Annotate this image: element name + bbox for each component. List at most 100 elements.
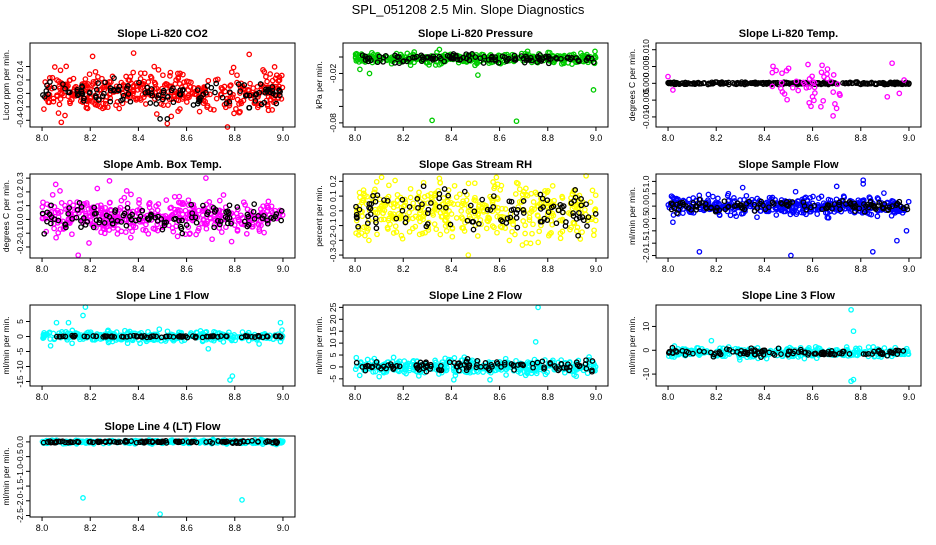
x-tick-label: 8.2 xyxy=(397,133,410,143)
data-point xyxy=(716,196,720,200)
chart-title: Slope Line 3 Flow xyxy=(742,290,835,302)
data-point xyxy=(907,200,911,204)
data-point xyxy=(379,175,383,179)
data-point xyxy=(796,88,800,92)
y-tick-label: 5 xyxy=(328,352,338,357)
y-tick-label: -0.1 xyxy=(328,218,338,233)
data-point xyxy=(411,201,415,205)
data-point xyxy=(466,253,470,257)
data-point xyxy=(530,232,534,236)
data-point xyxy=(592,233,596,237)
data-point xyxy=(537,229,541,233)
data-point xyxy=(245,232,249,236)
y-tick-label: 0.0 xyxy=(641,200,651,212)
x-tick-label: 8.8 xyxy=(229,392,242,402)
data-point xyxy=(485,226,489,230)
x-tick-label: 8.8 xyxy=(229,133,242,143)
data-point xyxy=(58,189,62,193)
y-tick-label: 25 xyxy=(328,302,338,312)
x-tick-label: 8.4 xyxy=(445,264,458,274)
data-point xyxy=(57,102,61,106)
data-point xyxy=(146,330,150,334)
chart-title: Slope Li-820 Pressure xyxy=(418,28,533,40)
y-tick-label: 10 xyxy=(328,338,338,348)
data-point xyxy=(458,192,462,196)
x-tick-label: 8.6 xyxy=(180,133,193,143)
data-point xyxy=(129,235,133,239)
data-point xyxy=(819,70,823,74)
x-tick-label: 8.4 xyxy=(445,392,458,402)
x-tick-label: 8.8 xyxy=(855,392,868,402)
y-tick-label: -0.08 xyxy=(328,113,338,133)
data-point xyxy=(466,181,470,185)
data-point xyxy=(821,99,825,103)
data-point xyxy=(459,209,463,213)
y-tick-label: 0.1 xyxy=(328,190,338,202)
data-point xyxy=(70,232,74,236)
y-tick-label: 0.3 xyxy=(15,172,25,184)
x-tick-label: 8.4 xyxy=(758,133,771,143)
data-point xyxy=(666,74,670,78)
x-tick-label: 8.6 xyxy=(806,133,819,143)
data-point xyxy=(185,100,189,104)
chart-title: Slope Line 1 Flow xyxy=(116,290,209,302)
data-point xyxy=(793,190,797,194)
data-point xyxy=(744,194,748,198)
data-point xyxy=(514,192,518,196)
data-point xyxy=(897,91,901,95)
data-point xyxy=(157,327,161,331)
data-point xyxy=(408,187,412,191)
x-tick-label: 8.0 xyxy=(349,133,362,143)
data-point xyxy=(588,200,592,204)
data-point xyxy=(278,321,282,325)
data-point xyxy=(495,231,499,235)
data-point xyxy=(709,339,713,343)
data-point xyxy=(450,235,454,239)
data-point xyxy=(56,111,60,115)
data-point xyxy=(262,230,266,234)
x-tick-label: 8.0 xyxy=(349,392,362,402)
x-tick-label: 8.4 xyxy=(132,133,145,143)
data-point xyxy=(895,239,899,243)
data-point xyxy=(41,200,45,204)
x-tick-label: 8.8 xyxy=(855,264,868,274)
data-point xyxy=(215,96,219,100)
data-points xyxy=(666,61,911,118)
data-point xyxy=(374,226,378,230)
y-tick-label: 0 xyxy=(15,334,25,339)
x-tick-label: 8.6 xyxy=(493,264,506,274)
figure-title: SPL_051208 2.5 Min. Slope Diagnostics xyxy=(0,2,936,17)
y-tick-label: 15 xyxy=(328,326,338,336)
data-point xyxy=(186,198,190,202)
data-point xyxy=(441,196,445,200)
x-tick-label: 9.0 xyxy=(903,133,916,143)
x-tick-label: 8.6 xyxy=(806,264,819,274)
data-point xyxy=(265,79,269,83)
data-point xyxy=(438,232,442,236)
y-tick-label: 1.0 xyxy=(641,175,651,187)
data-point xyxy=(594,193,598,197)
data-point xyxy=(247,52,251,56)
data-point xyxy=(434,227,438,231)
data-point xyxy=(671,220,675,224)
data-point xyxy=(53,65,57,69)
x-tick-label: 8.0 xyxy=(36,523,49,533)
x-tick-label: 8.0 xyxy=(662,133,675,143)
x-tick-label: 8.0 xyxy=(349,264,362,274)
data-point xyxy=(507,238,511,242)
data-point xyxy=(51,193,55,197)
data-point xyxy=(280,328,284,332)
data-point xyxy=(585,371,589,375)
y-tick-label: 0.4 xyxy=(15,60,25,72)
data-point xyxy=(248,81,252,85)
x-tick-label: 9.0 xyxy=(277,523,290,533)
x-tick-label: 8.6 xyxy=(180,523,193,533)
data-point xyxy=(221,193,225,197)
data-point xyxy=(124,224,128,228)
plot-frame xyxy=(30,305,295,386)
chart-title: Slope Sample Flow xyxy=(738,159,839,171)
